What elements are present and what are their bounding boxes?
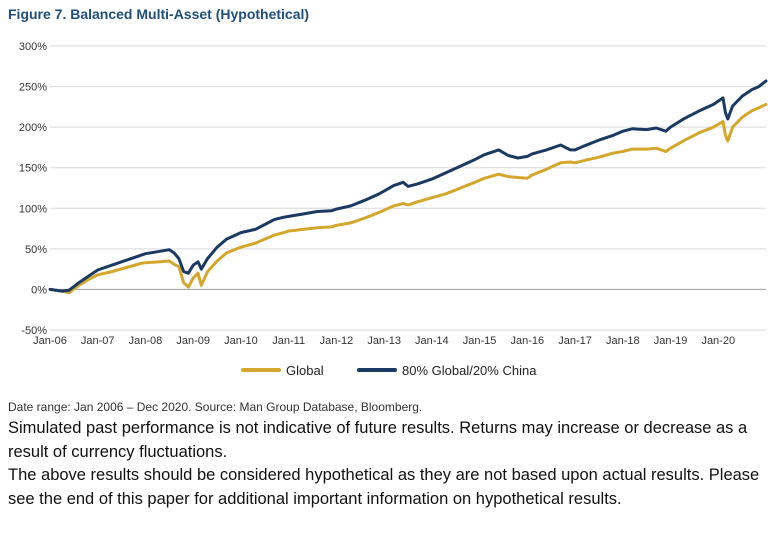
disclaimer-performance: Simulated past performance is not indica… <box>8 419 748 461</box>
x-tick-label: Jan-12 <box>320 335 354 347</box>
x-tick-label: Jan-20 <box>701 335 735 347</box>
line-chart: 300%250%200%150%100%50%0%-50% Jan-06 Jan-… <box>19 41 768 378</box>
y-tick-label: 50% <box>25 244 47 256</box>
y-tick-label: 0% <box>31 284 47 296</box>
y-tick-label: 150% <box>19 163 47 175</box>
x-tick-label: Jan-15 <box>463 335 497 347</box>
legend-item-global-china-label: 80% Global/20% China <box>402 363 537 378</box>
x-axis: Jan-06 Jan-07 Jan-08 Jan-09 Jan-10 Jan-11 Jan-… <box>33 335 735 347</box>
disclaimer-hypothetical: The above results should be considered h… <box>8 466 760 508</box>
x-tick-label: Jan-10 <box>224 335 258 347</box>
x-tick-label: Jan-14 <box>415 335 449 347</box>
y-axis: 300% 250% 200% 150% 100% 50% 0% -50% <box>19 41 47 337</box>
legend-item-global-label: Global <box>286 363 324 378</box>
y-tick-label: 100% <box>19 203 47 215</box>
y-tick-label: -50% <box>21 325 47 337</box>
y-tick-label: 200% <box>19 122 47 134</box>
plot-series <box>48 79 768 295</box>
y-tick-label: 300% <box>19 41 47 53</box>
legend: Global 80% Global/20% China <box>241 363 537 378</box>
x-tick-label: Jan-18 <box>606 335 640 347</box>
x-tick-label: Jan-16 <box>511 335 545 347</box>
y-tick-label: 250% <box>19 82 47 94</box>
x-tick-label: Jan-17 <box>558 335 592 347</box>
x-tick-label: Jan-08 <box>129 335 163 347</box>
x-tick-label: Jan-06 <box>33 335 67 347</box>
x-tick-label: Jan-09 <box>176 335 210 347</box>
source-note: Date range: Jan 2006 – Dec 2020. Source:… <box>8 400 423 414</box>
x-tick-label: Jan-19 <box>654 335 688 347</box>
series-line-global <box>48 102 768 295</box>
gridlines <box>50 45 766 331</box>
chart-title: Figure 7. Balanced Multi-Asset (Hypothet… <box>8 6 310 22</box>
x-tick-label: Jan-11 <box>272 335 305 347</box>
disclaimer: Simulated past performance is not indica… <box>8 417 768 511</box>
x-tick-label: Jan-13 <box>367 335 401 347</box>
series-line-global-china <box>48 79 768 293</box>
x-tick-label: Jan-07 <box>81 335 115 347</box>
